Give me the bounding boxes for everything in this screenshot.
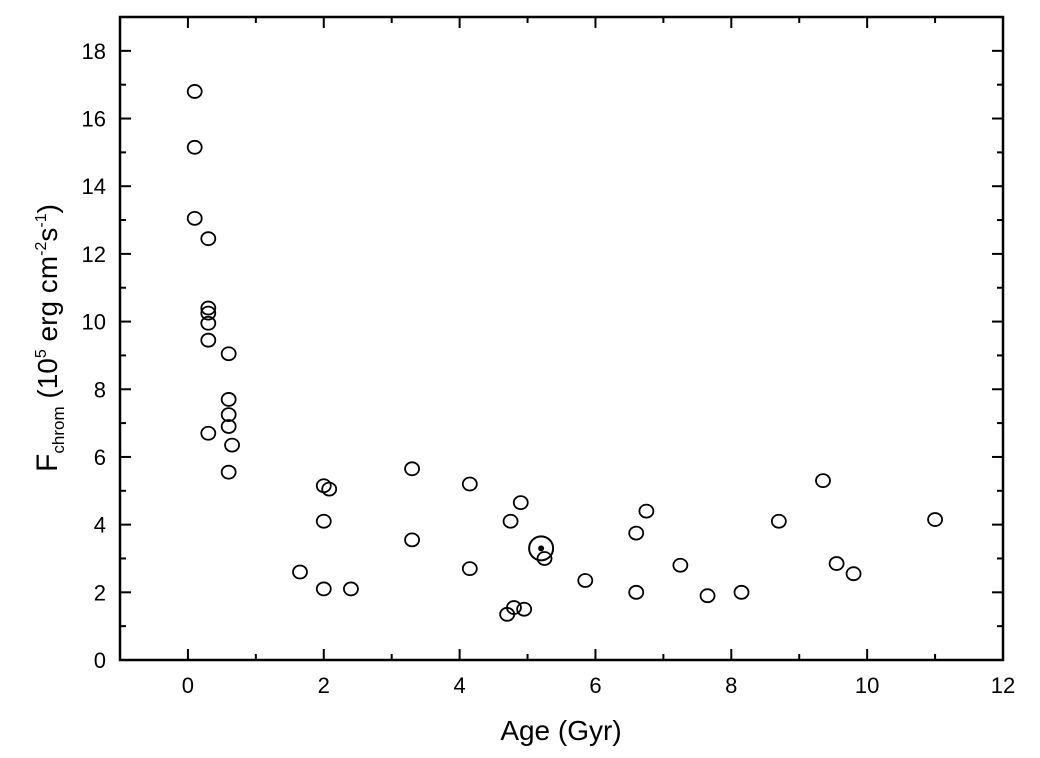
- data-point: [200, 315, 217, 331]
- data-point: [516, 601, 533, 617]
- data-point: [186, 139, 203, 155]
- data-point: [186, 84, 203, 99]
- data-point: [638, 503, 655, 519]
- data-point: [343, 581, 359, 597]
- y-axis-title-close: ): [32, 204, 63, 213]
- data-point: [220, 464, 237, 480]
- data-point: [927, 512, 943, 527]
- y-axis-title-exp3: -1: [33, 213, 50, 227]
- x-tick-label: 4: [453, 673, 465, 698]
- y-axis-title-main: F: [31, 454, 64, 472]
- x-tick-label: 12: [991, 673, 1015, 698]
- y-tick-label: 6: [94, 445, 106, 470]
- data-point: [828, 556, 845, 571]
- y-axis-title-mid: erg cm: [32, 256, 63, 349]
- data-point: [845, 566, 862, 582]
- data-point: [200, 305, 217, 321]
- x-tick-label: 2: [318, 673, 330, 698]
- data-point: [186, 210, 203, 226]
- data-point: [292, 564, 308, 580]
- data-point: [628, 525, 645, 541]
- y-tick-label: 8: [94, 377, 106, 402]
- data-point: [220, 392, 237, 407]
- x-tick-label: 6: [589, 673, 601, 698]
- data-point: [200, 231, 217, 247]
- data-point: [770, 513, 787, 529]
- data-point: [200, 332, 217, 348]
- data-point: [315, 581, 332, 597]
- x-tick-labels: 0 2 4 6 8 10 12: [182, 673, 1015, 698]
- y-tick-label: 18: [82, 39, 106, 64]
- data-point: [672, 557, 689, 573]
- axis-ticks: [119, 16, 1004, 661]
- data-point: [502, 513, 519, 529]
- data-point: [628, 584, 645, 600]
- y-tick-label: 16: [82, 107, 106, 132]
- y-tick-label: 2: [94, 580, 106, 605]
- x-axis-title: Age (Gyr): [500, 715, 621, 746]
- data-point: [200, 300, 217, 316]
- data-point: [220, 407, 237, 423]
- data-point: [200, 425, 217, 441]
- data-point: [404, 461, 420, 477]
- y-axis-title-exp1: 5: [33, 349, 50, 358]
- y-tick-label: 4: [94, 513, 106, 538]
- y-tick-label: 10: [82, 310, 106, 335]
- data-point: [224, 437, 240, 453]
- sun-dot: [538, 545, 545, 552]
- data-point: [461, 561, 478, 577]
- data-point: [506, 600, 522, 615]
- data-point: [512, 495, 529, 511]
- data-point: [536, 551, 553, 566]
- y-axis-title-open: (10: [32, 358, 63, 406]
- sun-ring: [528, 535, 555, 562]
- data-point: [461, 476, 478, 492]
- data-point: [315, 513, 332, 529]
- data-point: [699, 588, 716, 604]
- x-tick-label: 8: [725, 673, 737, 698]
- sun-marker: [528, 535, 555, 562]
- data-point: [815, 473, 831, 489]
- x-tick-label: 0: [182, 673, 194, 698]
- y-axis-title: Fchrom (105 erg cm-2s-1): [31, 204, 68, 472]
- data-point: [404, 532, 420, 548]
- y-axis-title-s: s: [32, 228, 63, 242]
- y-tick-label: 12: [82, 242, 106, 267]
- plot-frame: [118, 15, 1005, 662]
- y-axis-title-sub: chrom: [49, 406, 68, 453]
- data-points: [186, 84, 943, 622]
- y-tick-label: 0: [94, 648, 106, 673]
- data-point: [321, 481, 338, 497]
- data-point: [733, 584, 750, 600]
- data-point: [577, 573, 594, 588]
- y-tick-labels: 0 2 4 6 8 10 12 14 16 18: [82, 39, 106, 673]
- data-point: [220, 419, 237, 434]
- y-tick-label: 14: [82, 174, 106, 199]
- y-axis-title-exp2: -2: [33, 242, 50, 256]
- x-tick-label: 10: [855, 673, 879, 698]
- data-point: [220, 346, 237, 362]
